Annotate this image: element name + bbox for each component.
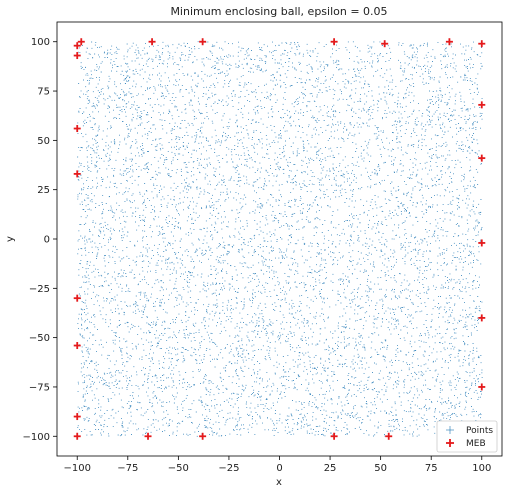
y-tick-label: −25	[29, 284, 50, 295]
meb-point	[73, 342, 81, 350]
meb-series	[73, 38, 486, 440]
meb-point	[73, 52, 81, 60]
meb-point	[73, 42, 81, 50]
x-tick-label: 50	[374, 463, 387, 474]
y-tick-label: −100	[23, 432, 50, 443]
meb-point	[199, 432, 207, 440]
meb-point	[330, 432, 338, 440]
y-tick-label: 100	[31, 37, 50, 48]
meb-point	[381, 40, 389, 48]
meb-point	[478, 383, 486, 391]
meb-point	[73, 413, 81, 421]
legend-meb-marker	[446, 439, 454, 447]
y-tick-label: −50	[29, 333, 50, 344]
x-axis: −100 −75 −50 −25 0 25 50 75 100	[63, 456, 491, 474]
y-tick-label: 25	[37, 185, 50, 196]
meb-point	[73, 125, 81, 133]
data-points	[77, 41, 483, 437]
meb-point	[199, 38, 207, 46]
legend-points-label: Points	[466, 426, 493, 436]
meb-point	[144, 432, 152, 440]
x-tick-label: −25	[218, 463, 239, 474]
meb-point	[478, 40, 486, 48]
meb-point	[73, 294, 81, 302]
meb-point	[478, 154, 486, 162]
meb-point	[385, 432, 393, 440]
x-tick-label: −50	[168, 463, 189, 474]
meb-point	[330, 38, 338, 46]
x-tick-label: 25	[324, 463, 337, 474]
y-axis-label: y	[5, 236, 16, 242]
legend-points-marker	[446, 426, 454, 434]
x-tick-label: 0	[276, 463, 282, 474]
meb-point	[73, 170, 81, 178]
y-tick-label: 50	[37, 136, 50, 147]
meb-point	[148, 38, 156, 46]
meb-point	[73, 432, 81, 440]
legend-meb-label: MEB	[466, 439, 486, 449]
meb-point	[478, 239, 486, 247]
meb-point	[478, 314, 486, 322]
points-series	[77, 41, 483, 437]
legend: Points MEB	[436, 420, 498, 453]
legend-box	[436, 420, 498, 453]
chart-title: Minimum enclosing ball, epsilon = 0.05	[170, 5, 387, 18]
y-tick-label: −75	[29, 382, 50, 393]
x-tick-label: −75	[117, 463, 138, 474]
meb-point	[478, 101, 486, 109]
x-tick-label: −100	[63, 463, 90, 474]
meb-point	[445, 38, 453, 46]
y-tick-label: 0	[44, 235, 50, 246]
y-tick-label: 75	[37, 87, 50, 98]
x-tick-label: 75	[425, 463, 438, 474]
meb-point	[77, 38, 85, 46]
y-axis: −100 −75 −50 −25 0 25 50 75 100	[23, 37, 57, 443]
x-axis-label: x	[276, 477, 282, 488]
x-tick-label: 100	[472, 463, 491, 474]
